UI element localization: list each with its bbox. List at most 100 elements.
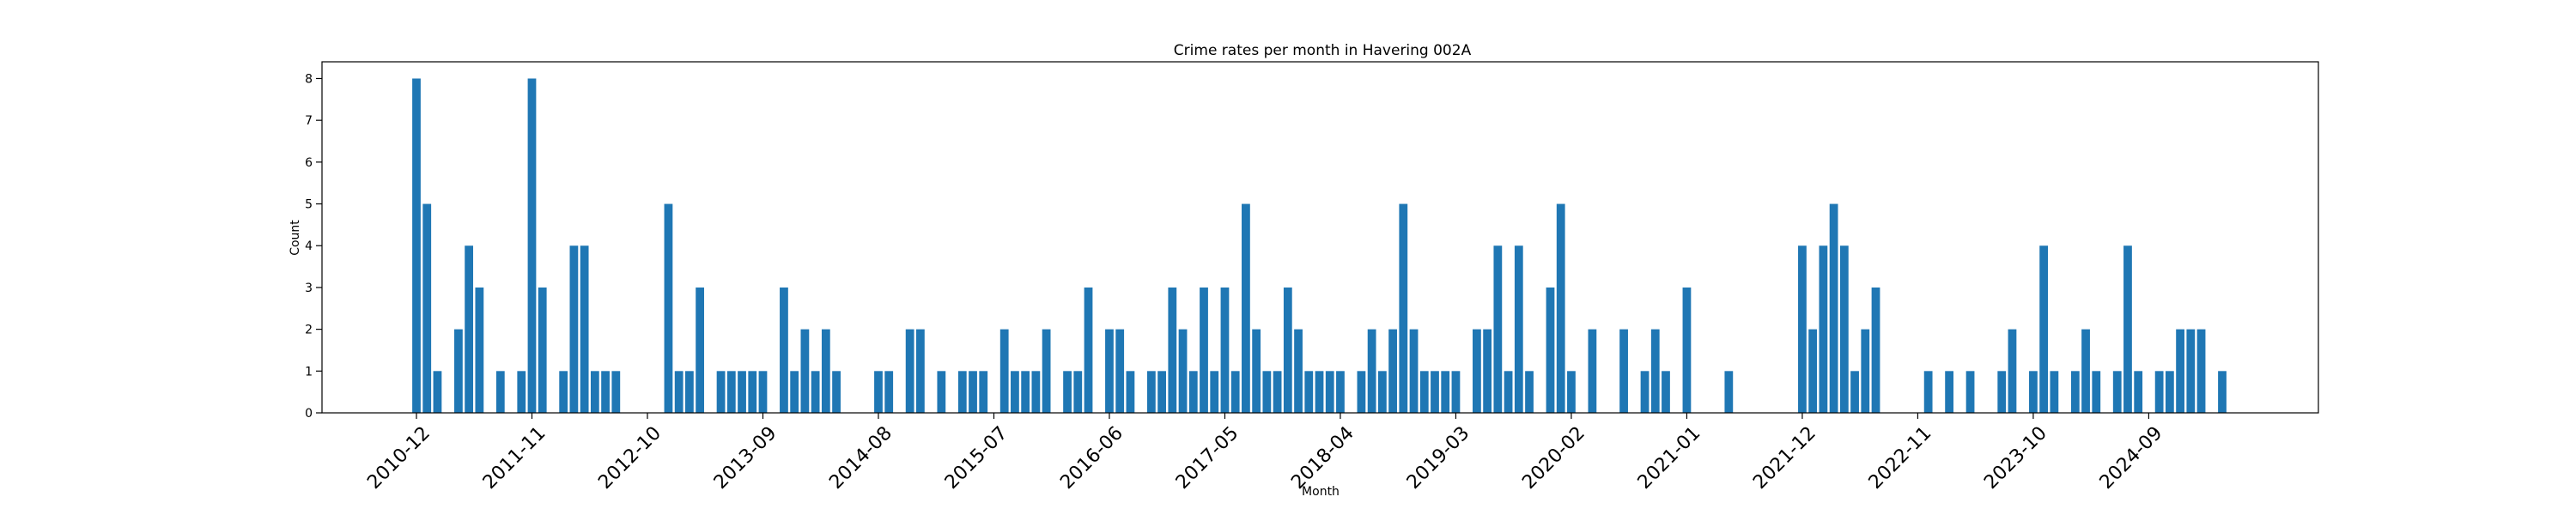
bar (1157, 371, 1166, 413)
y-tick-label: 1 (305, 365, 313, 379)
bars-group (412, 78, 2227, 413)
bar (811, 371, 820, 413)
bar (1819, 245, 1828, 413)
bar (874, 371, 883, 413)
bar (1063, 371, 1072, 413)
x-axis: 2010-12 2011-11 2012-10 2013-09 2014-08 2015-… (363, 413, 2166, 494)
y-tick-label: 5 (305, 198, 313, 212)
bar (559, 371, 568, 413)
bar (1965, 371, 1975, 413)
bar (2081, 329, 2090, 413)
bar (1357, 371, 1366, 413)
bar (1662, 371, 1670, 413)
bar (1188, 371, 1198, 413)
bar (1567, 371, 1576, 413)
bar (2112, 371, 2122, 413)
bar (569, 245, 579, 413)
x-tick-label: 2021-12 (1749, 422, 1820, 494)
x-tick-label: 2015-07 (941, 422, 1012, 494)
bar (1115, 329, 1125, 413)
bar (1377, 371, 1387, 413)
x-tick-label: 2020-02 (1518, 422, 1589, 494)
bar (527, 78, 537, 413)
bar (465, 245, 474, 413)
bar (433, 371, 442, 413)
bar (1514, 245, 1523, 413)
bar (1283, 287, 1292, 413)
bar (2123, 245, 2132, 413)
bar (1493, 245, 1503, 413)
bar (758, 371, 768, 413)
bar (1273, 371, 1282, 413)
bar (1262, 371, 1272, 413)
bar (674, 371, 683, 413)
bar (475, 287, 484, 413)
bar (2092, 371, 2101, 413)
bar (1105, 329, 1114, 413)
bar (590, 371, 599, 413)
bar (1504, 371, 1513, 413)
bar (1294, 329, 1303, 413)
bar (1619, 329, 1628, 413)
bar (580, 245, 589, 413)
bar (1031, 371, 1041, 413)
bar (517, 371, 526, 413)
bar (1252, 329, 1261, 413)
bar (1315, 371, 1324, 413)
bar (726, 371, 736, 413)
bar (1419, 371, 1429, 413)
x-tick-label: 2014-08 (825, 422, 896, 494)
bar (999, 329, 1009, 413)
bar (2029, 371, 2038, 413)
bar (1556, 203, 1565, 413)
bar (821, 329, 830, 413)
x-tick-label: 2016-06 (1056, 422, 1127, 494)
bar (1808, 329, 1818, 413)
bar (664, 203, 673, 413)
bar (1168, 287, 1177, 413)
bar (1367, 329, 1376, 413)
x-tick-label: 2018-04 (1287, 422, 1358, 494)
bar (716, 371, 726, 413)
bar (2154, 371, 2164, 413)
x-tick-label: 2019-03 (1403, 422, 1474, 494)
bar (790, 371, 799, 413)
y-tick-label: 3 (305, 282, 313, 295)
bar (1200, 287, 1208, 413)
bar (969, 371, 977, 413)
x-tick-label: 2011-11 (479, 422, 550, 494)
bar (1220, 287, 1230, 413)
bar (1923, 371, 1933, 413)
chart-title: Crime rates per month in Havering 002A (1174, 42, 1472, 59)
bar (538, 287, 547, 413)
bar (748, 371, 757, 413)
bar (1483, 329, 1492, 413)
bar (800, 329, 810, 413)
bar (1073, 371, 1083, 413)
bar (937, 371, 946, 413)
bar (905, 329, 914, 413)
bar (611, 371, 621, 413)
bar (1945, 371, 1953, 413)
bar (1861, 329, 1870, 413)
bar (1682, 287, 1692, 413)
x-tick-label: 2021-01 (1634, 422, 1705, 494)
bar (1473, 329, 1481, 413)
bar (1011, 371, 1019, 413)
bar (1451, 371, 1461, 413)
x-tick-label: 2012-10 (594, 422, 665, 494)
bar (1588, 329, 1597, 413)
x-tick-label: 2022-11 (1865, 422, 1936, 494)
bar (2218, 371, 2227, 413)
bar (1724, 371, 1734, 413)
bar (1084, 287, 1093, 413)
bar (1304, 371, 1314, 413)
bar (2176, 329, 2184, 413)
bar (422, 203, 432, 413)
bar (915, 329, 925, 413)
bar (696, 287, 705, 413)
bar (1871, 287, 1880, 413)
bar (1042, 329, 1051, 413)
y-tick-label: 2 (305, 324, 313, 337)
